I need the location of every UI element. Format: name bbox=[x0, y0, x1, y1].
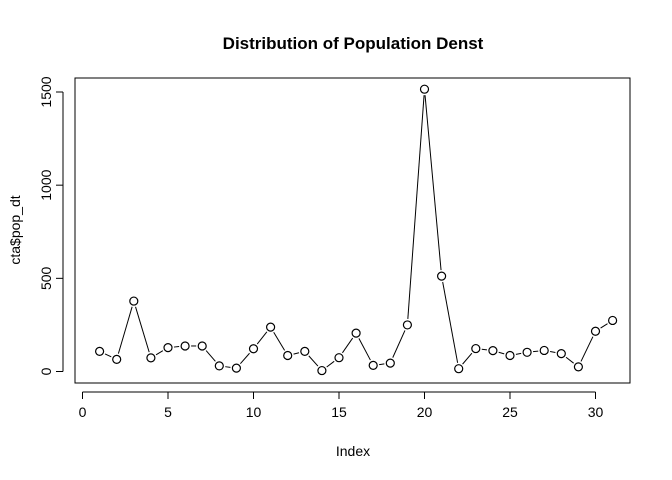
data-point bbox=[351, 328, 361, 338]
y-axis-label: cta$pop_dt bbox=[7, 195, 23, 264]
line-segment bbox=[550, 351, 556, 354]
data-point bbox=[146, 353, 156, 363]
data-point bbox=[112, 354, 122, 364]
data-point bbox=[163, 343, 173, 353]
line-segment bbox=[442, 281, 459, 363]
line-segment bbox=[533, 350, 539, 353]
data-point bbox=[471, 343, 481, 354]
data-point bbox=[539, 345, 549, 356]
y-tick-label: 500 bbox=[38, 266, 54, 290]
data-point bbox=[368, 360, 378, 370]
x-tick-label: 30 bbox=[588, 404, 604, 420]
line-segment bbox=[600, 323, 608, 329]
line-segment bbox=[293, 352, 300, 355]
data-point bbox=[334, 353, 344, 363]
line-segment bbox=[256, 331, 268, 345]
line-segment bbox=[462, 352, 473, 365]
line-segment bbox=[239, 352, 250, 364]
data-point bbox=[317, 365, 327, 376]
x-tick-label: 20 bbox=[417, 404, 433, 420]
data-point bbox=[454, 364, 464, 374]
line-segment bbox=[308, 355, 319, 367]
line-segment bbox=[498, 351, 505, 355]
data-point bbox=[607, 315, 618, 326]
line-segment bbox=[117, 306, 133, 354]
line-segment bbox=[392, 330, 406, 358]
data-point bbox=[402, 320, 412, 330]
x-axis-label: Index bbox=[336, 443, 370, 459]
line-segment bbox=[273, 332, 286, 351]
line-segment bbox=[173, 346, 180, 348]
data-point bbox=[266, 322, 276, 332]
y-axis: 0 500 1000 1500 bbox=[38, 76, 64, 375]
data-point bbox=[590, 326, 601, 336]
line-segment bbox=[135, 306, 150, 353]
data-point bbox=[214, 361, 224, 371]
data-point bbox=[437, 271, 447, 281]
line-segment bbox=[342, 337, 354, 354]
x-tick-label: 0 bbox=[79, 404, 87, 420]
line-segment bbox=[515, 352, 522, 355]
line-segment bbox=[407, 95, 425, 319]
data-point bbox=[283, 350, 293, 361]
y-tick-label: 1500 bbox=[38, 76, 54, 107]
y-tick-label: 1000 bbox=[38, 169, 54, 200]
data-point bbox=[573, 362, 584, 372]
data-point bbox=[231, 363, 241, 373]
line-segment bbox=[155, 350, 164, 356]
data-point bbox=[419, 84, 430, 94]
plot-frame bbox=[74, 77, 631, 384]
data-point bbox=[180, 341, 190, 351]
data-point bbox=[197, 341, 207, 351]
data-point bbox=[129, 296, 139, 306]
data-point bbox=[94, 346, 105, 356]
line-segment bbox=[326, 360, 335, 368]
line-segment bbox=[580, 336, 594, 362]
y-tick-label: 0 bbox=[38, 367, 54, 375]
x-tick-label: 5 bbox=[164, 404, 172, 420]
chart-title: Distribution of Population Denst bbox=[223, 34, 484, 53]
series-points bbox=[94, 84, 618, 376]
data-point bbox=[556, 349, 566, 359]
data-point bbox=[488, 346, 498, 356]
x-tick-label: 25 bbox=[502, 404, 518, 420]
data-point bbox=[300, 346, 310, 356]
series-line-segments bbox=[104, 95, 608, 368]
x-axis: 0 5 10 15 20 25 30 bbox=[79, 391, 604, 420]
line-segment bbox=[379, 363, 385, 366]
x-tick-label: 15 bbox=[331, 404, 347, 420]
line-segment bbox=[225, 366, 231, 368]
x-tick-label: 10 bbox=[246, 404, 262, 420]
line-segment bbox=[104, 353, 112, 358]
data-point bbox=[522, 347, 532, 357]
line-segment bbox=[358, 338, 371, 361]
data-point bbox=[505, 350, 515, 361]
line-segment bbox=[565, 356, 574, 364]
line-segment bbox=[424, 95, 442, 271]
data-point bbox=[248, 344, 259, 354]
data-point bbox=[385, 358, 395, 368]
line-segment bbox=[481, 348, 488, 351]
line-segment bbox=[205, 350, 216, 362]
